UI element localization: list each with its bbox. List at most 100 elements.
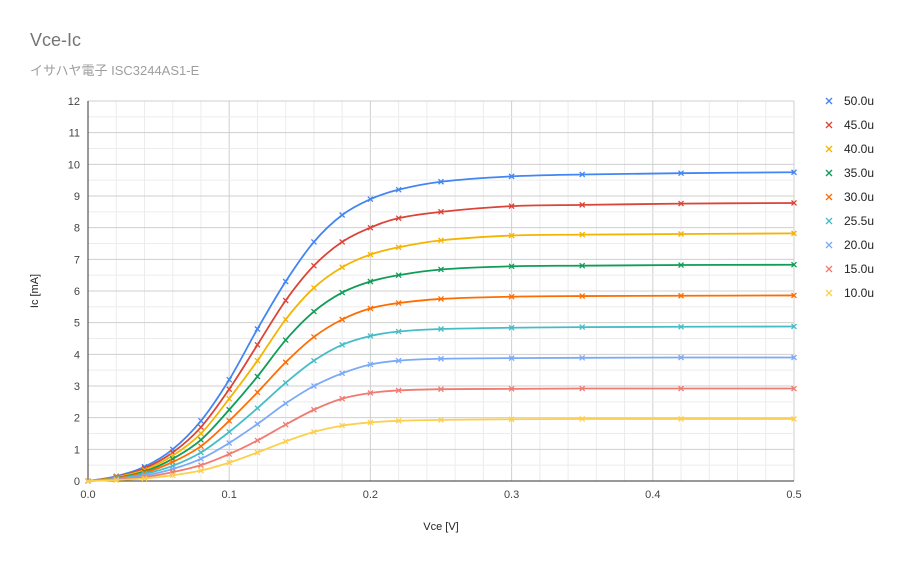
data-point — [367, 196, 374, 203]
data-point — [367, 333, 374, 339]
x-tick-label: 0.3 — [504, 489, 519, 501]
data-point — [367, 361, 374, 368]
data-point — [579, 324, 586, 331]
legend-label: 50.0u — [844, 94, 874, 108]
data-point — [579, 415, 586, 422]
data-point — [395, 244, 402, 251]
data-point — [508, 173, 515, 180]
data-point — [226, 417, 233, 424]
data-point — [579, 354, 586, 361]
data-point — [113, 477, 120, 484]
data-point — [339, 395, 346, 402]
data-point — [339, 316, 346, 323]
data-point — [791, 385, 797, 392]
data-point — [367, 305, 374, 312]
data-point — [310, 308, 317, 315]
legend-label: 20.0u — [844, 238, 874, 252]
data-point — [678, 323, 684, 330]
legend-marker — [825, 289, 833, 297]
legend-marker — [825, 193, 833, 201]
y-tick-label: 9 — [74, 191, 80, 203]
data-point — [791, 354, 797, 361]
data-point — [395, 300, 402, 306]
data-point — [198, 462, 204, 469]
data-point — [508, 263, 515, 270]
data-point — [579, 201, 586, 208]
data-point — [282, 297, 289, 304]
data-point — [226, 451, 233, 458]
data-point — [310, 383, 317, 389]
data-point — [226, 386, 233, 393]
series-line — [87, 171, 795, 482]
x-tick-label: 0.0 — [80, 489, 95, 501]
data-point — [226, 395, 233, 402]
data-point — [791, 230, 797, 237]
data-point — [226, 376, 233, 383]
data-point — [226, 428, 233, 435]
y-tick-label: 12 — [68, 96, 80, 108]
data-point — [254, 326, 261, 332]
data-point — [508, 416, 515, 423]
legend-marker — [825, 217, 833, 225]
series-line — [87, 356, 795, 482]
data-point — [198, 467, 204, 474]
data-point — [438, 416, 444, 423]
legend-marker — [825, 169, 833, 177]
data-point — [226, 459, 233, 466]
series-line — [87, 263, 795, 482]
data-point — [791, 169, 797, 176]
data-point — [508, 203, 515, 210]
data-point — [395, 357, 402, 364]
data-point — [254, 437, 261, 444]
data-point — [508, 385, 515, 392]
data-point — [198, 443, 204, 450]
legend: 50.0u 45.0u 40.0u 35.0u 30.0u 25.5u 20.0u 15.0u… — [825, 94, 874, 300]
chart-title: Vce-Ic — [30, 30, 82, 50]
series-line — [87, 325, 795, 482]
data-point — [282, 379, 289, 386]
data-point — [339, 370, 346, 377]
series-20.0u — [85, 354, 797, 484]
data-point — [438, 178, 444, 185]
data-point — [254, 341, 261, 348]
y-tick-label: 8 — [74, 223, 80, 235]
data-point — [791, 200, 797, 206]
data-point — [438, 208, 444, 215]
data-point — [226, 440, 233, 446]
data-point — [579, 262, 586, 269]
data-point — [254, 389, 261, 396]
legend-label: 15.0u — [844, 262, 874, 276]
data-point — [310, 406, 317, 413]
series-line — [87, 202, 795, 482]
y-tick-label: 10 — [68, 159, 80, 171]
data-point — [438, 295, 444, 302]
data-point — [198, 449, 204, 456]
data-point — [141, 475, 148, 482]
data-point — [367, 251, 374, 258]
data-point — [678, 354, 684, 361]
series-10.0u — [85, 415, 797, 484]
legend-label: 40.0u — [844, 142, 874, 156]
data-point — [508, 355, 515, 362]
series-25.5u — [85, 323, 797, 484]
data-point — [282, 278, 289, 285]
data-point — [367, 419, 374, 426]
data-point — [282, 359, 289, 366]
data-point — [339, 422, 346, 429]
data-point — [310, 333, 317, 340]
y-tick-label: 5 — [74, 318, 80, 330]
legend-marker — [825, 121, 833, 129]
y-axis-label: Ic [mA] — [29, 274, 41, 308]
series-45.0u — [85, 200, 797, 484]
legend-marker — [825, 97, 833, 105]
data-point — [310, 238, 317, 245]
series-line — [87, 418, 794, 482]
data-point — [339, 238, 346, 245]
series-line — [87, 294, 795, 482]
data-point — [791, 323, 797, 330]
data-point — [226, 406, 233, 413]
data-point — [395, 387, 402, 394]
y-tick-label: 1 — [74, 444, 80, 456]
legend-label: 25.5u — [844, 214, 874, 228]
